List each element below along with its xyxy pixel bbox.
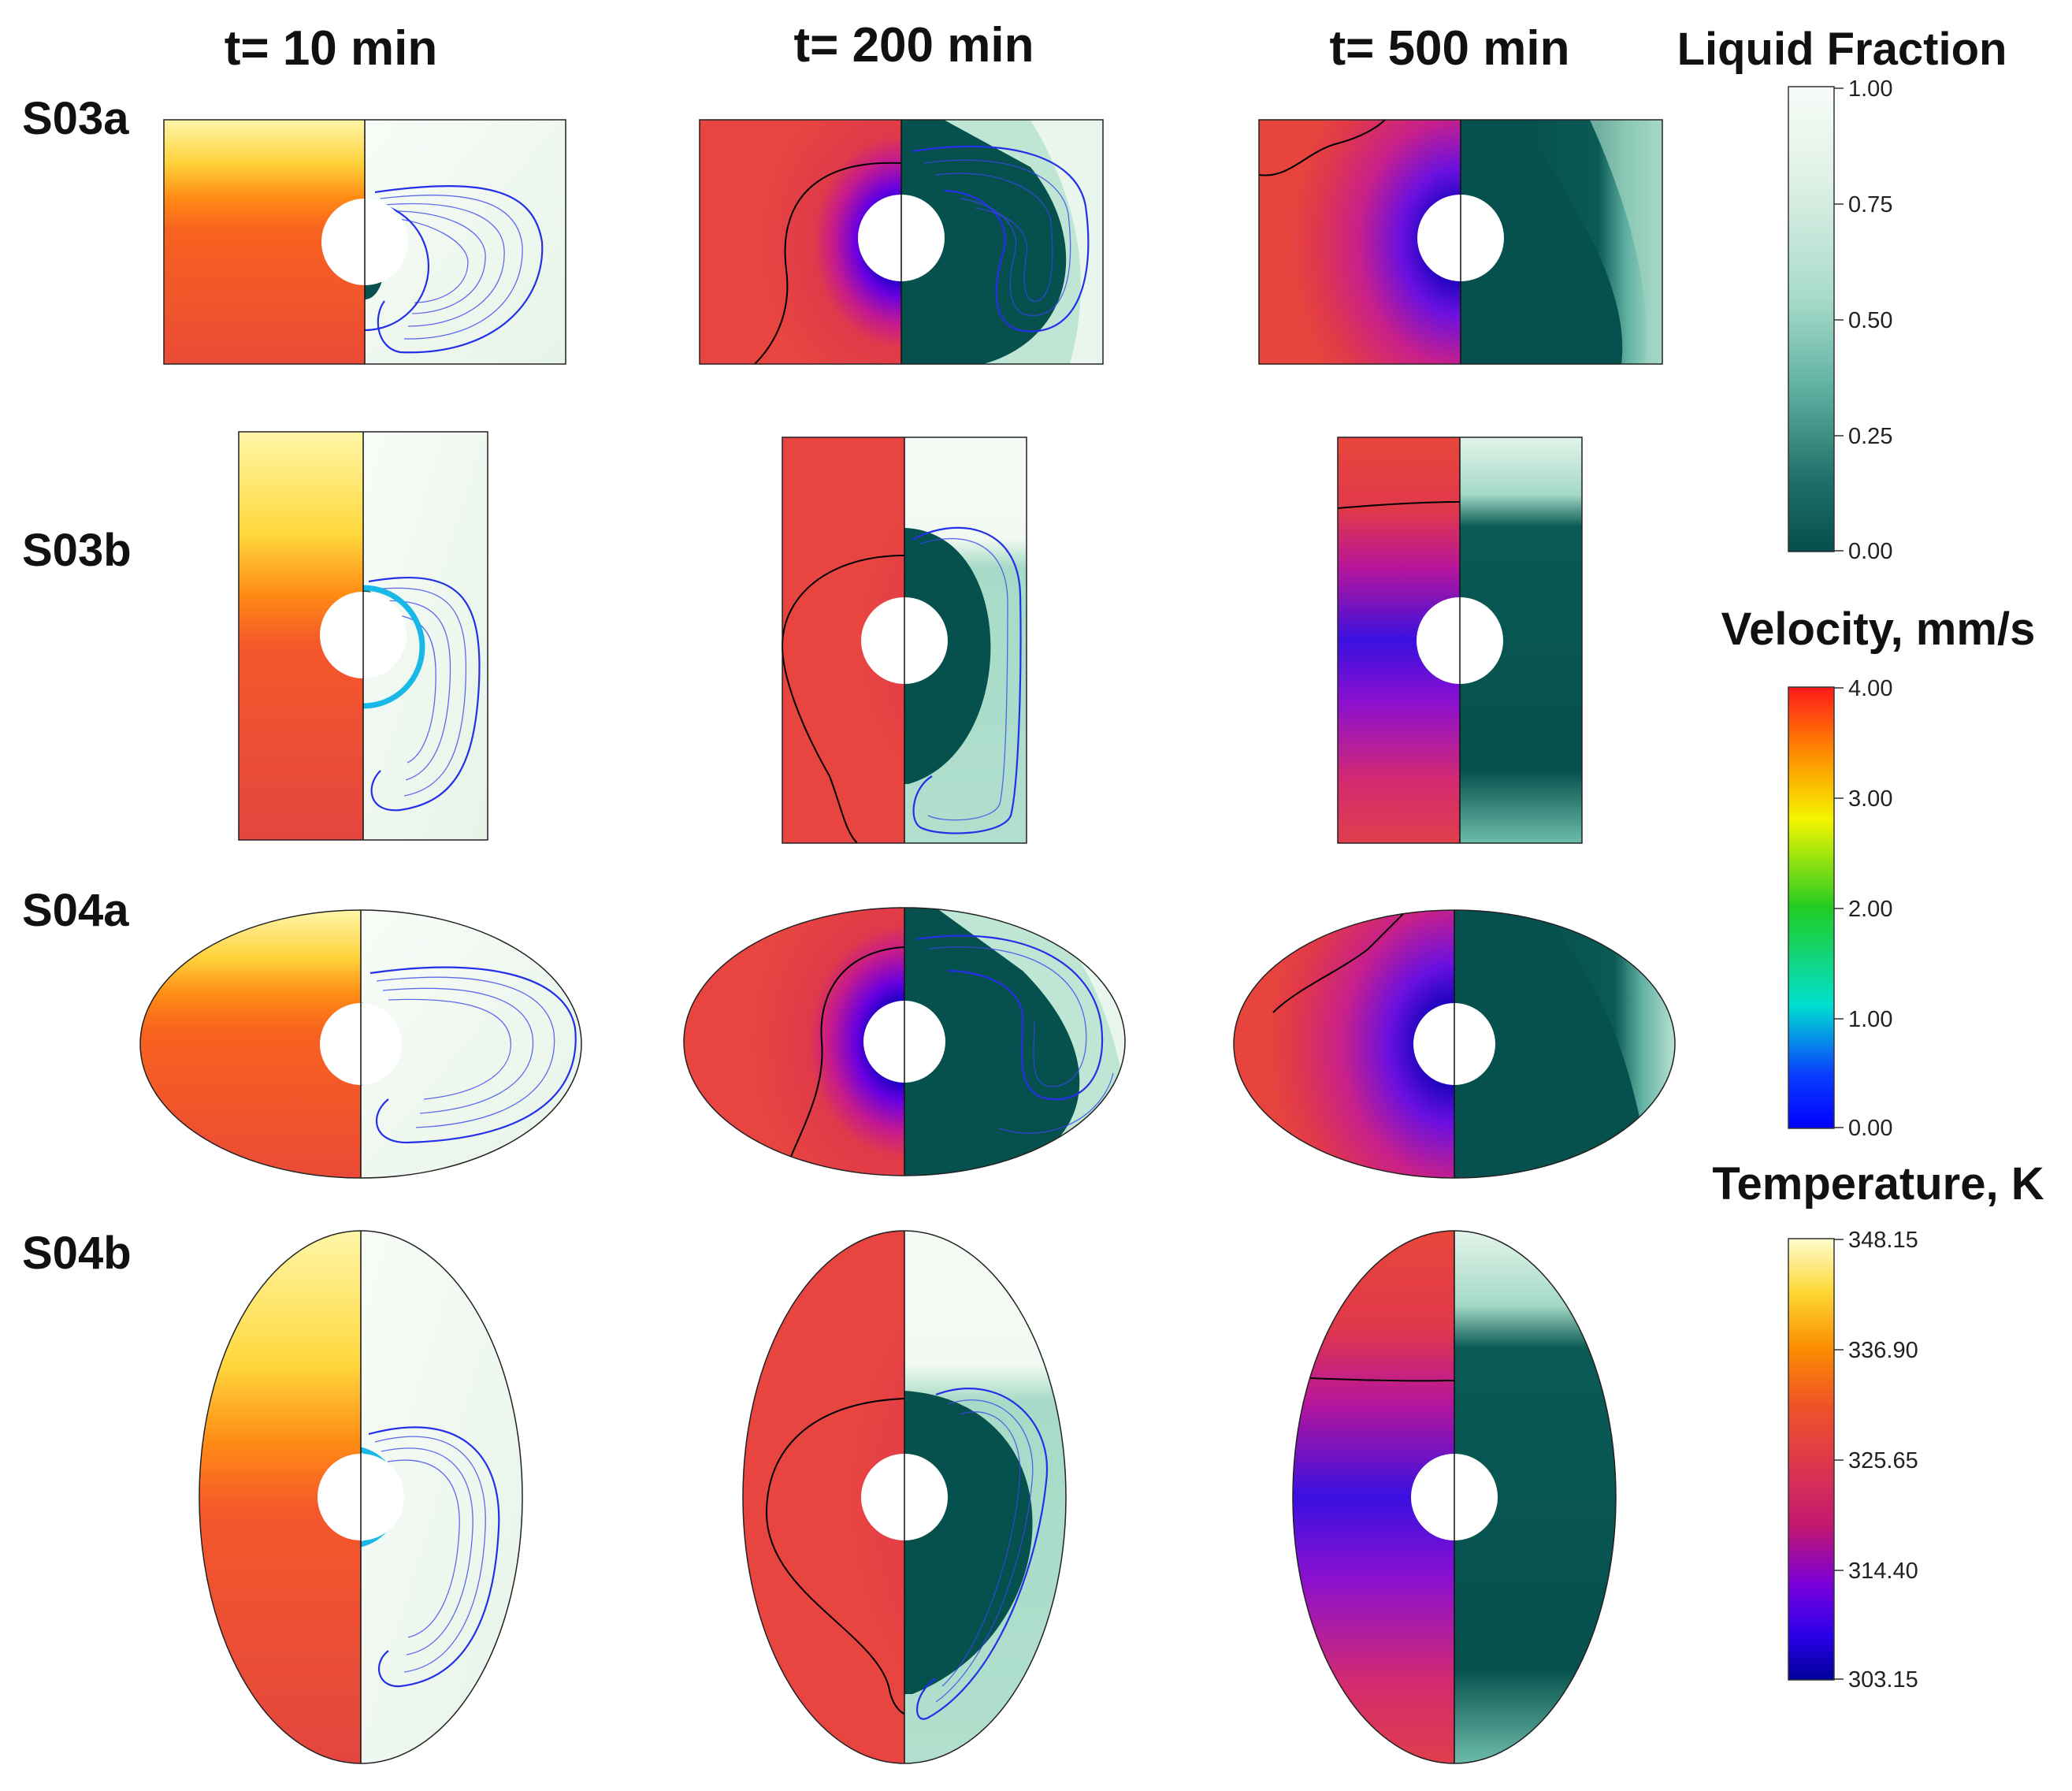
temp-tick-336: 336.90 [1848,1338,1918,1363]
lf-tick-025: 0.25 [1848,424,1892,449]
panel-s03a-t500 [1258,119,1663,365]
colorbar-ticks-temperature: 348.15 336.90 325.65 314.40 303.15 [1834,1228,1918,1693]
column-header-500min: t= 500 min [1330,21,1570,76]
vel-tick-1: 1.00 [1848,1007,1892,1032]
colorbar-title-liquid-fraction: Liquid Fraction [1677,24,2007,75]
row-label-s03b: S03b [22,525,132,576]
colorbar-title-temperature: Temperature, K [1712,1158,2044,1209]
colorbar-velocity [1788,686,1835,1129]
panel-s03b-t500 [1337,437,1583,844]
temp-tick-348: 348.15 [1848,1228,1918,1253]
panel-s03a-t10 [163,119,566,365]
panel-s04b-t200 [742,1230,1067,1764]
temp-tick-314: 314.40 [1848,1559,1918,1584]
colorbar-temperature [1788,1238,1835,1681]
panel-s04a-t10 [139,909,582,1179]
colorbar-title-velocity: Velocity, mm/s [1721,604,2036,655]
vel-tick-2: 2.00 [1848,897,1892,922]
panel-s04b-t500 [1292,1230,1617,1764]
temp-tick-303: 303.15 [1848,1667,1918,1693]
panel-s04a-t200 [683,907,1126,1176]
vel-tick-4: 4.00 [1848,676,1892,701]
vel-tick-0: 0.00 [1848,1116,1892,1141]
panel-s03a-t200 [699,119,1104,365]
colorbar-liquid-fraction [1788,86,1835,552]
colorbar-ticks-liquid-fraction: 1.00 0.75 0.50 0.25 0.00 [1834,76,1892,564]
column-header-10min: t= 10 min [225,21,438,76]
panel-s04a-t500 [1233,909,1676,1179]
lf-tick-050: 0.50 [1848,308,1892,333]
row-label-s04a: S04a [22,885,129,936]
row-label-s04b: S04b [22,1228,132,1279]
panel-s03b-t10 [238,431,488,841]
row-label-s03a: S03a [22,93,129,144]
colorbar-ticks-velocity: 4.00 3.00 2.00 1.00 0.00 [1834,676,1892,1141]
panel-s04b-t10 [199,1230,523,1764]
lf-tick-0: 0.00 [1848,539,1892,564]
vel-tick-3: 3.00 [1848,786,1892,812]
panel-s03b-t200 [781,437,1027,844]
lf-tick-1: 1.00 [1848,76,1892,102]
column-header-200min: t= 200 min [794,18,1034,72]
lf-tick-075: 0.75 [1848,192,1892,217]
temp-tick-325: 325.65 [1848,1448,1918,1473]
